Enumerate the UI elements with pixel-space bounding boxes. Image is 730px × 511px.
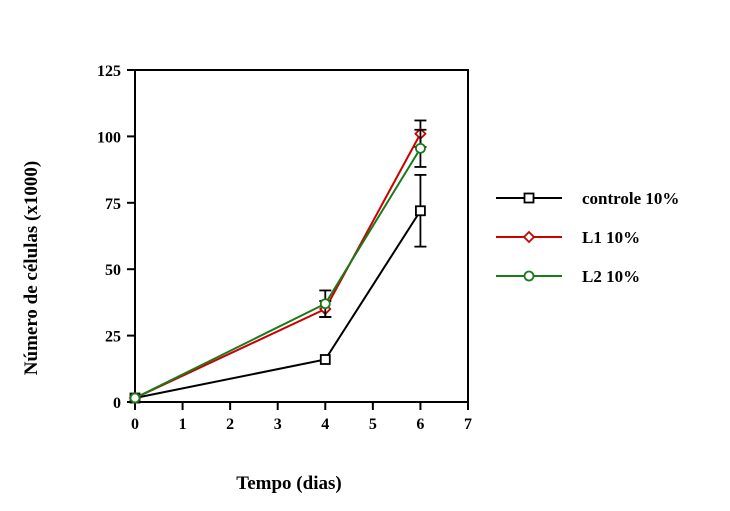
y-tick-label: 50 bbox=[105, 262, 121, 279]
data-point bbox=[129, 392, 141, 404]
x-tick-label: 1 bbox=[179, 416, 187, 433]
legend-label: L1 10% bbox=[582, 228, 640, 247]
y-tick-label: 0 bbox=[113, 395, 121, 412]
series-2 bbox=[129, 128, 427, 404]
legend-marker bbox=[522, 230, 536, 244]
x-tick-label: 4 bbox=[321, 416, 329, 433]
x-axis-title: Tempo (dias) bbox=[236, 473, 341, 494]
legend-label: controle 10% bbox=[582, 189, 679, 208]
legend-item: L1 10% bbox=[496, 228, 640, 247]
plot-border bbox=[134, 69, 469, 403]
data-point bbox=[319, 298, 331, 310]
axes: 0 1 2 3 4 5 6 7 0 25 50 75 100 125 bbox=[97, 63, 472, 433]
y-tick-label: 125 bbox=[97, 63, 121, 80]
x-tick-label: 5 bbox=[369, 416, 377, 433]
y-tick-label: 100 bbox=[97, 129, 121, 146]
legend-item: controle 10% bbox=[496, 189, 679, 208]
series-0 bbox=[129, 174, 427, 404]
data-point bbox=[415, 142, 426, 154]
series-layer bbox=[128, 119, 427, 405]
y-tick-label: 75 bbox=[105, 196, 121, 213]
x-tick-label: 3 bbox=[274, 416, 282, 433]
series-1 bbox=[128, 119, 427, 405]
x-tick-label: 7 bbox=[464, 416, 472, 433]
series-line bbox=[134, 210, 422, 399]
y-axis-title: Número de células (x1000) bbox=[21, 161, 42, 375]
legend-marker bbox=[523, 270, 535, 282]
legend-marker bbox=[523, 192, 535, 204]
legend-label: L2 10% bbox=[582, 267, 640, 286]
legend: controle 10% L1 10% L2 10% bbox=[496, 189, 679, 286]
data-point bbox=[319, 354, 331, 365]
data-point bbox=[415, 205, 426, 217]
legend-item: L2 10% bbox=[496, 267, 640, 286]
series-line bbox=[134, 133, 422, 399]
series-line bbox=[134, 147, 422, 399]
x-tick-label: 0 bbox=[131, 416, 139, 433]
plot-frame bbox=[134, 69, 469, 403]
y-tick-label: 25 bbox=[105, 329, 121, 346]
x-tick-label: 6 bbox=[416, 416, 424, 433]
x-tick-label: 2 bbox=[226, 416, 234, 433]
